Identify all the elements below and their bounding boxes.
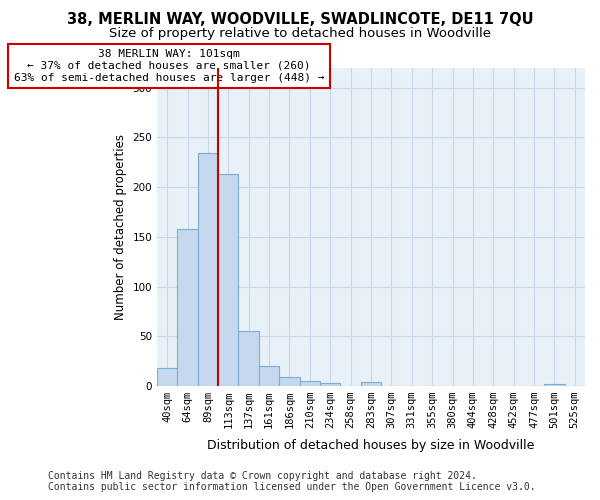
Text: 38, MERLIN WAY, WOODVILLE, SWADLINCOTE, DE11 7QU: 38, MERLIN WAY, WOODVILLE, SWADLINCOTE, …: [67, 12, 533, 28]
Bar: [361, 382, 381, 386]
Bar: [218, 174, 238, 386]
Y-axis label: Number of detached properties: Number of detached properties: [114, 134, 127, 320]
X-axis label: Distribution of detached houses by size in Woodville: Distribution of detached houses by size …: [207, 440, 535, 452]
Bar: [299, 381, 320, 386]
Bar: [259, 366, 279, 386]
Bar: [238, 332, 259, 386]
Text: Size of property relative to detached houses in Woodville: Size of property relative to detached ho…: [109, 28, 491, 40]
Bar: [544, 384, 565, 386]
Bar: [279, 377, 299, 386]
Bar: [178, 229, 198, 386]
Bar: [157, 368, 178, 386]
Bar: [320, 383, 340, 386]
Bar: [198, 153, 218, 386]
Text: 38 MERLIN WAY: 101sqm
← 37% of detached houses are smaller (260)
63% of semi-det: 38 MERLIN WAY: 101sqm ← 37% of detached …: [14, 50, 325, 82]
Text: Contains HM Land Registry data © Crown copyright and database right 2024.
Contai: Contains HM Land Registry data © Crown c…: [48, 471, 536, 492]
